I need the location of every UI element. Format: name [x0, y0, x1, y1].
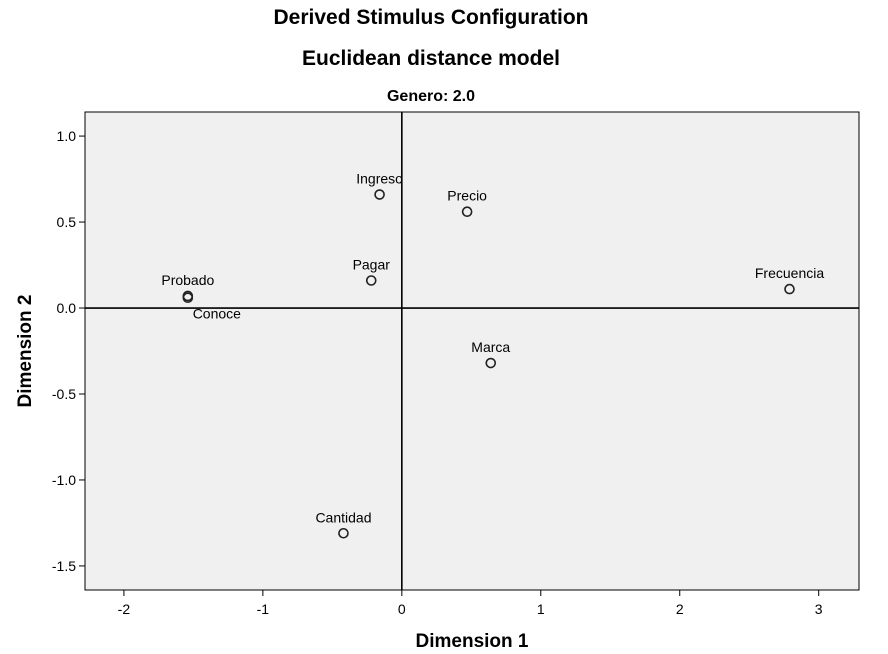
data-label: Precio — [447, 188, 487, 204]
plot-area — [84, 111, 860, 591]
data-label: Conoce — [193, 306, 241, 322]
y-tick-label: 0.5 — [57, 214, 77, 230]
x-tick-label: -1 — [257, 601, 270, 617]
data-point — [338, 527, 349, 539]
x-tick-label: 0 — [398, 601, 406, 617]
x-tick-label: 1 — [537, 601, 545, 617]
data-label: Pagar — [353, 257, 391, 273]
x-tick-label: 3 — [815, 601, 823, 617]
data-point — [374, 189, 385, 200]
chart-title: Derived Stimulus Configuration — [273, 6, 589, 29]
y-tick-label: 1.0 — [57, 128, 77, 144]
chart-subtitle: Euclidean distance model — [302, 47, 560, 70]
data-label: Probado — [161, 272, 214, 288]
data-label: Marca — [471, 339, 510, 355]
x-axis-label: Dimension 1 — [416, 631, 529, 652]
data-label: Frecuencia — [755, 265, 824, 281]
x-tick-label: 2 — [676, 601, 684, 617]
panel-title: Genero: 2.0 — [386, 88, 476, 105]
data-point — [365, 275, 377, 286]
x-tick-label: -2 — [118, 601, 131, 617]
data-point — [461, 206, 473, 218]
y-tick-label: 0.0 — [57, 300, 77, 316]
y-tick-label: -0.5 — [52, 386, 76, 402]
y-tick-label: -1.5 — [52, 558, 76, 574]
data-label: Cantidad — [315, 509, 371, 525]
data-point — [182, 292, 194, 303]
y-tick-label: -1.0 — [52, 472, 76, 488]
y-axis-label: Dimension 2 — [15, 295, 36, 408]
data-label: Ingreso — [356, 171, 403, 187]
data-point — [485, 357, 497, 369]
data-point — [784, 283, 795, 295]
